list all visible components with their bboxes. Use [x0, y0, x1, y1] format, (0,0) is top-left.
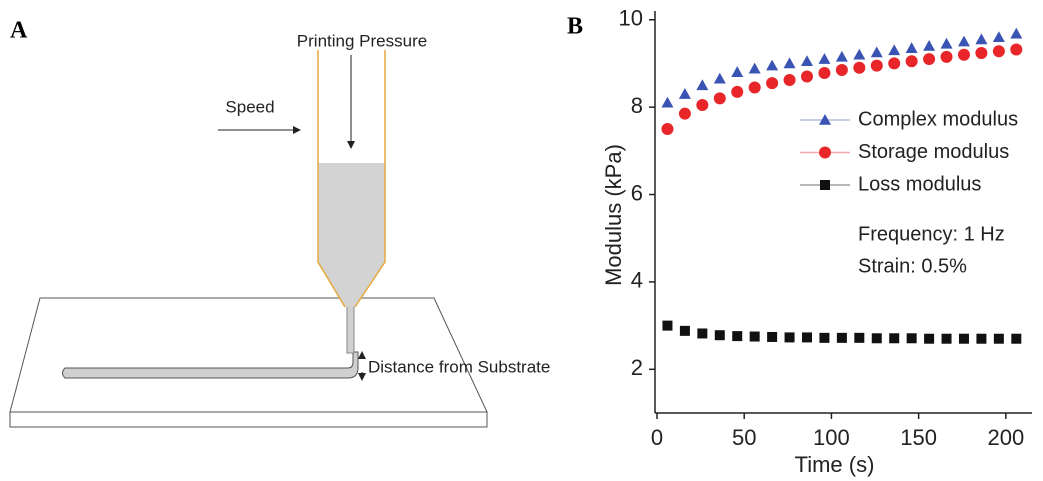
data-point: [749, 331, 760, 342]
data-point: [924, 333, 935, 344]
data-point: [923, 53, 936, 66]
data-point: [871, 333, 882, 344]
substrate-edge: [9, 411, 488, 428]
data-point: [993, 333, 1004, 344]
ink: [318, 163, 385, 307]
legend-marker: [819, 146, 831, 159]
y-tick-label: 2: [631, 355, 643, 380]
data-point: [889, 333, 900, 344]
data-point: [801, 70, 813, 83]
data-point: [835, 63, 848, 76]
substrate: [9, 297, 488, 413]
data-point: [678, 88, 691, 99]
distance-label: Distance from Substrate: [368, 357, 550, 376]
data-point: [975, 33, 988, 45]
data-point: [854, 332, 865, 343]
data-point: [1010, 27, 1023, 39]
data-point: [992, 31, 1005, 43]
y-tick-label: 8: [631, 93, 643, 118]
data-point: [748, 62, 761, 74]
data-point: [1011, 333, 1022, 344]
data-point: [906, 333, 917, 344]
printing-diagram: Printing Pressure Speed Distance from Su…: [9, 31, 550, 428]
y-tick-label: 6: [631, 180, 643, 205]
data-point: [905, 42, 918, 53]
speed-label: Speed: [225, 97, 274, 116]
data-point: [818, 53, 831, 64]
data-point: [818, 67, 831, 80]
data-point: [802, 332, 812, 343]
x-tick-label: 0: [651, 425, 663, 450]
data-point: [958, 333, 969, 344]
data-point: [853, 48, 866, 60]
data-point: [853, 61, 866, 74]
data-point: [767, 331, 778, 342]
data-point: [905, 55, 918, 68]
legend-marker: [819, 114, 831, 125]
panel-label: A: [10, 18, 28, 44]
data-point: [766, 59, 779, 71]
legend-label: Storage modulus: [858, 141, 1009, 163]
legend-label: Loss modulus: [858, 173, 981, 195]
data-point: [696, 79, 709, 91]
data-point: [870, 46, 883, 58]
data-point: [783, 74, 796, 87]
data-point: [731, 85, 744, 98]
data-point: [836, 332, 847, 343]
data-point: [748, 81, 761, 94]
x-tick-label: 150: [900, 425, 937, 450]
data-point: [923, 39, 936, 51]
data-point: [992, 45, 1005, 58]
data-point: [957, 35, 970, 47]
legend-marker: [820, 180, 830, 190]
legend-label: Complex modulus: [858, 108, 1018, 130]
data-point: [870, 59, 883, 72]
data-point: [714, 330, 725, 341]
data-point: [783, 57, 796, 69]
data-point: [940, 37, 953, 49]
data-point: [662, 320, 673, 331]
x-axis-title: Time (s): [795, 452, 875, 477]
data-point: [1010, 43, 1023, 56]
y-tick-label: 10: [619, 6, 643, 31]
data-point: [801, 55, 813, 67]
y-axis-title: Modulus (kPa): [601, 144, 626, 286]
data-point: [888, 44, 901, 56]
x-tick-label: 50: [732, 425, 756, 450]
data-point: [819, 332, 830, 343]
pressure-label: Printing Pressure: [297, 31, 427, 50]
data-point: [696, 98, 709, 111]
panel-label: B: [567, 14, 583, 40]
data-point: [731, 66, 744, 77]
data-point: [679, 325, 690, 336]
data-point: [941, 333, 952, 344]
data-point: [713, 92, 726, 105]
y-tick-label: 4: [631, 268, 643, 293]
annotation: Frequency: 1 Hz: [858, 223, 1005, 245]
data-point: [784, 332, 795, 343]
nozzle: [346, 304, 355, 354]
data-point: [766, 77, 779, 90]
x-tick-label: 200: [987, 425, 1024, 450]
data-point: [957, 48, 970, 61]
syringe: [317, 50, 386, 308]
data-point: [697, 328, 708, 339]
data-point: [661, 122, 674, 135]
filament: [62, 351, 359, 379]
data-point: [835, 50, 848, 62]
data-point: [975, 46, 988, 59]
data-point: [888, 57, 901, 70]
x-tick-label: 100: [813, 425, 850, 450]
data-point: [661, 96, 674, 108]
data-point: [940, 50, 953, 63]
data-point: [732, 331, 743, 342]
data-point: [678, 107, 691, 120]
annotation: Strain: 0.5%: [858, 255, 967, 277]
data-point: [976, 333, 987, 344]
data-point: [713, 72, 726, 84]
